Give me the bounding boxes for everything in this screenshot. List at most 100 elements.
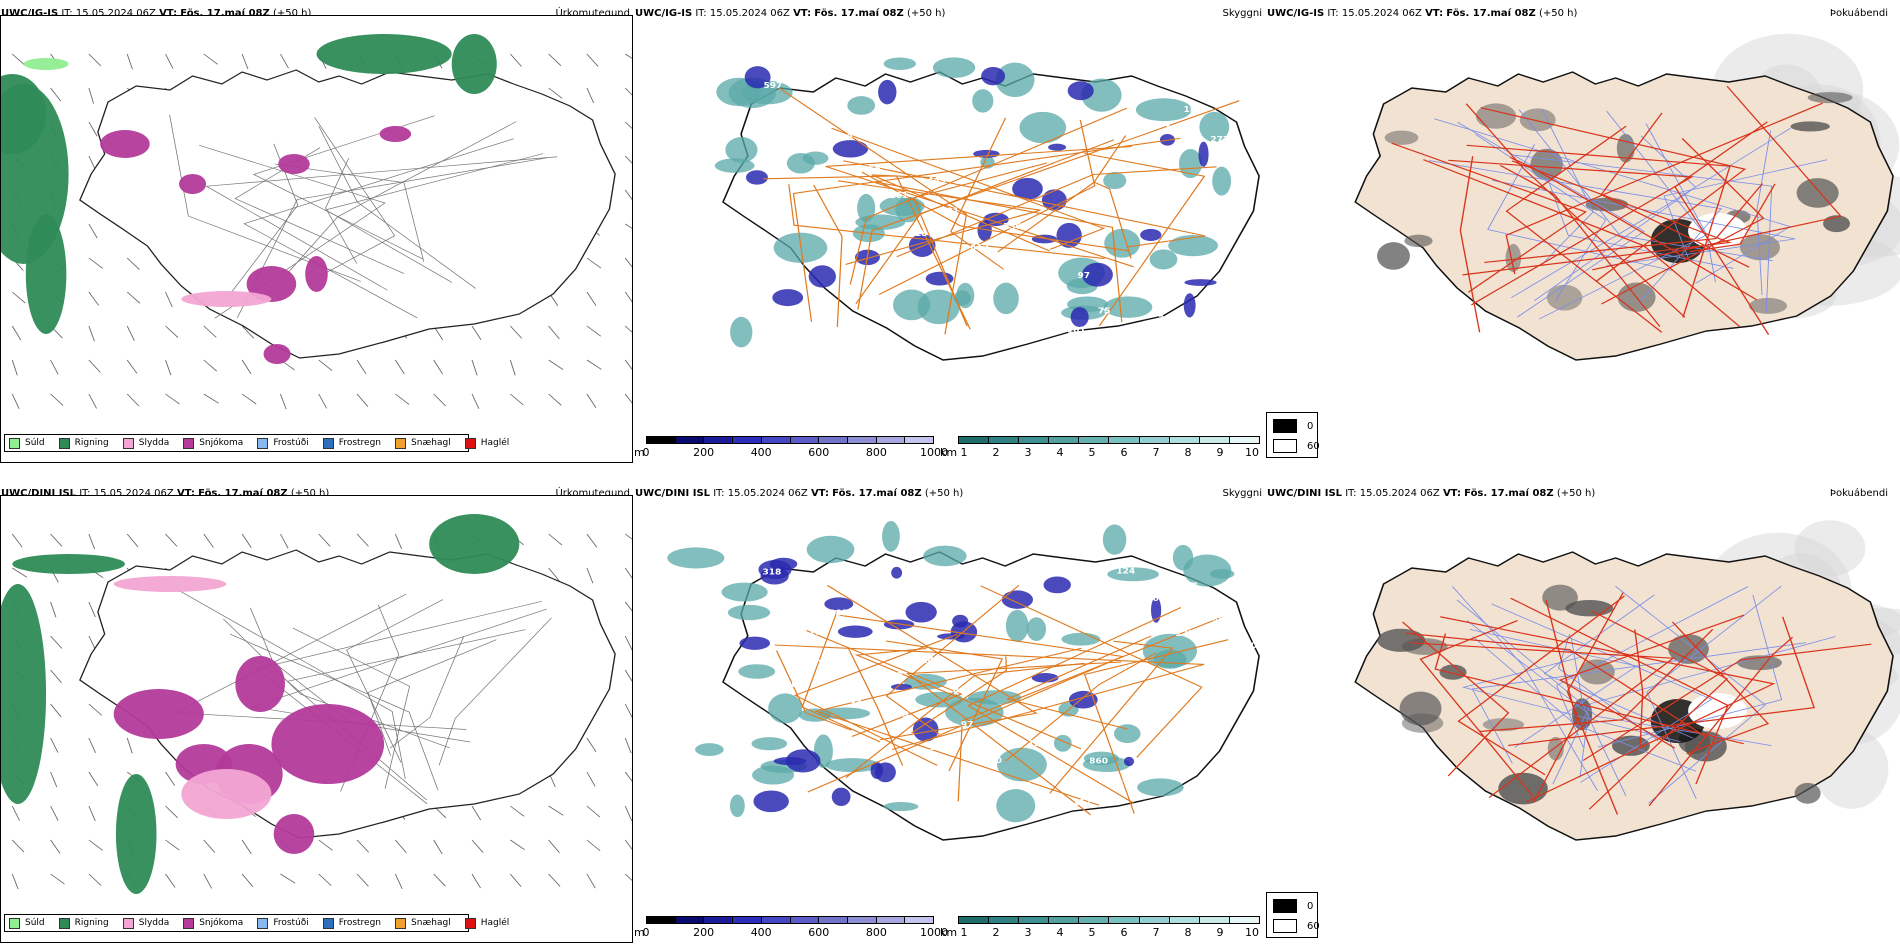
visibility-area xyxy=(730,316,753,348)
cloud-base-label: 177 xyxy=(1179,582,1198,591)
road-line xyxy=(1419,619,1534,797)
vt-label: VT: xyxy=(159,8,178,19)
river-line xyxy=(1514,154,1773,313)
cloud-base-area xyxy=(891,566,903,579)
cloud-base-area xyxy=(832,140,869,158)
fog-swatch xyxy=(1273,419,1297,433)
wind-barb xyxy=(624,291,632,303)
wind-barb xyxy=(165,359,172,376)
cloud-base-label: 49 xyxy=(849,697,862,706)
river-line xyxy=(1597,594,1783,748)
road-line xyxy=(1480,107,1747,282)
legend-swatch xyxy=(464,437,476,449)
fog-shading xyxy=(1439,664,1467,680)
cloud-base-label: 110 xyxy=(983,757,1002,766)
road-line xyxy=(1648,636,1794,807)
cloud-base-label: 249 xyxy=(1158,315,1177,324)
cloud-base-label: 116 xyxy=(1140,595,1159,604)
road-line xyxy=(223,618,450,749)
legend-item-súld: Súld xyxy=(9,437,45,449)
legend-swatch xyxy=(322,437,334,449)
legend-label: Frostúði xyxy=(273,438,309,448)
legend-item-slydda: Slydda xyxy=(122,917,169,929)
vt-label: VT: xyxy=(1425,8,1444,19)
fog-swatch xyxy=(1273,439,1297,453)
cloud-base-label: 612 xyxy=(970,244,989,253)
wind-barb xyxy=(624,257,632,268)
cloud-base-label: 381 xyxy=(829,609,848,618)
road-line xyxy=(325,158,358,264)
wind-barb xyxy=(11,805,20,821)
wind-barb xyxy=(394,533,403,550)
cloud-base-area xyxy=(912,717,939,742)
river-line xyxy=(1615,585,1766,804)
colorbar-segment xyxy=(959,437,990,443)
wind-barb xyxy=(509,359,516,376)
visibility-area xyxy=(725,136,758,163)
colorbar-tick-label: 4 xyxy=(1056,926,1064,939)
wind-barb xyxy=(624,737,632,754)
wind-barb xyxy=(88,393,97,409)
colorbar-tick-label: 5 xyxy=(1088,446,1096,459)
wind-barb xyxy=(509,873,522,887)
wind-barb xyxy=(586,533,598,548)
fog-legend-label: 60 xyxy=(1307,440,1320,452)
road-line xyxy=(854,647,1082,750)
it-value: 15.05.2024 06Z xyxy=(1341,8,1422,19)
panel-title: Úrkomutegund xyxy=(555,8,630,19)
wind-barb xyxy=(433,873,446,887)
road-line xyxy=(896,166,1217,258)
road-line xyxy=(1410,642,1675,799)
colorbar-tick-label: 0 xyxy=(642,926,650,939)
wind-barb xyxy=(624,771,632,782)
fog-swatch xyxy=(1273,919,1297,933)
cloud-base-label: 88 xyxy=(767,597,780,606)
fog-legend-row: 0 xyxy=(1273,419,1313,433)
road-line xyxy=(778,87,968,335)
wind-barb xyxy=(548,805,564,816)
precip-area xyxy=(273,814,315,854)
colorbar-tick-label: 600 xyxy=(808,926,830,939)
it-value: 15.05.2024 06Z xyxy=(75,8,156,19)
colorbar-segment xyxy=(1139,437,1170,443)
cloud-base-label: 97 xyxy=(961,720,974,729)
colorbar-unit: m xyxy=(634,926,645,939)
fog-shading xyxy=(1475,103,1517,129)
road-line xyxy=(1005,652,1157,762)
wind-barb xyxy=(165,393,180,405)
legend-label: Frostregn xyxy=(338,918,382,928)
wind-barb xyxy=(203,53,218,65)
visibility-area xyxy=(972,89,994,113)
panel-header: UWC/DINI ISL IT: 15.05.2024 06Z VT: Fös.… xyxy=(1267,488,1896,502)
cloud-base-area xyxy=(837,625,873,638)
river-line xyxy=(1541,109,1594,263)
cloud-base-label: 106 xyxy=(1039,293,1058,302)
cloud-base-label: 146 xyxy=(930,743,949,752)
cloud-base-area xyxy=(925,271,954,286)
legend-label: Haglél xyxy=(480,918,510,928)
legend-swatch xyxy=(183,437,195,449)
it-label: IT: xyxy=(79,488,91,499)
legend-item-frostúði: Frostúði xyxy=(257,437,309,449)
road-line xyxy=(243,138,514,319)
wind-barb xyxy=(471,325,482,341)
colorbar-tick-label: 3 xyxy=(1024,926,1032,939)
legend-swatch xyxy=(395,437,407,449)
cloud-base-area xyxy=(981,66,1006,86)
colorbar-strip xyxy=(958,916,1260,924)
colorbar-segment xyxy=(876,437,906,443)
visibility-area xyxy=(903,673,947,690)
visibility-area xyxy=(729,794,745,818)
legend-label: Rigning xyxy=(74,918,109,928)
model-label: UWC/IG-IS xyxy=(635,8,693,19)
colorbar-tick-label: 600 xyxy=(808,446,830,459)
river-line xyxy=(1457,121,1645,318)
wind-barb xyxy=(88,53,102,67)
cloud-base-label: 302 xyxy=(785,680,804,689)
wind-barb xyxy=(50,839,61,854)
visibility-area xyxy=(923,545,967,567)
visibility-area xyxy=(751,737,788,751)
road-line xyxy=(827,584,1038,741)
colorbar-segment xyxy=(819,917,848,923)
road-line xyxy=(1582,643,1872,761)
